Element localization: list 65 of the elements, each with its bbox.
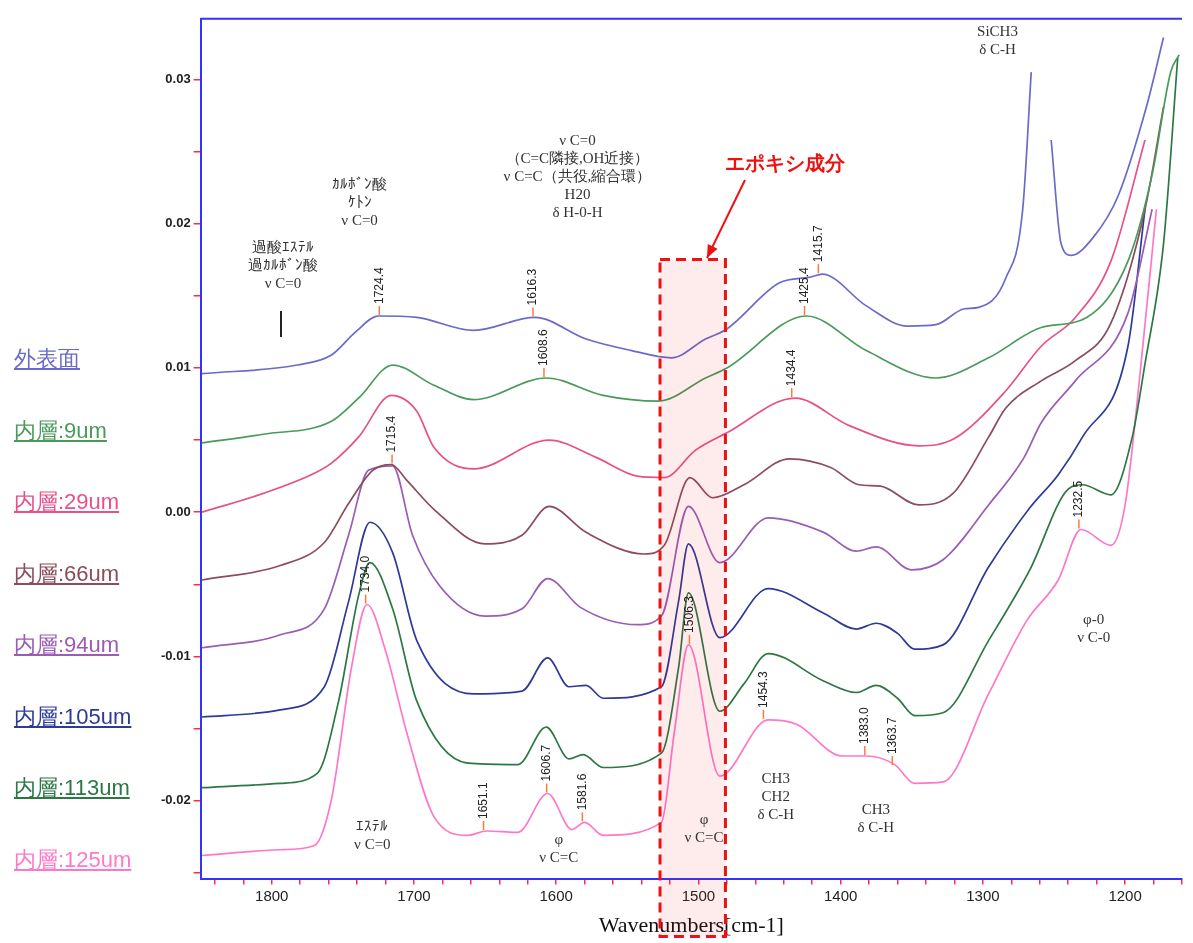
annotation: 1651.1 [475, 781, 490, 819]
y-tick-label: -0.01 [160, 648, 191, 664]
annotation: ν C=0 [264, 275, 302, 292]
annotation: （C=C隣接,OH近接） [505, 149, 650, 166]
x-tick-label: 1200 [1108, 886, 1142, 904]
annotation: δ C-H [757, 806, 795, 823]
text: 内層:125um [14, 845, 132, 874]
annotation: δ C-H [979, 41, 1016, 58]
annotation: 1232.5 [1071, 480, 1086, 518]
annotation: ν C=0 [354, 835, 391, 852]
annotation: 1383.0 [857, 706, 872, 744]
y-tick-label: 0.01 [165, 359, 191, 375]
annotation: 1363.7 [884, 717, 899, 755]
annotation: ν C=C [684, 828, 724, 845]
annotation: 1715.4 [384, 415, 399, 453]
annotation: φ [554, 830, 564, 847]
annotation: ｴｽﾃﾙ [356, 817, 389, 834]
x-tick-label: 1300 [966, 886, 1000, 904]
annotation: 過ｶﾙﾎﾞﾝ酸 [248, 257, 319, 274]
text: 内層:66um [14, 559, 120, 588]
annotation: φ-0 [1083, 611, 1105, 628]
text: 内層:29um [14, 488, 120, 516]
text: 内層:94um [14, 631, 120, 659]
annotation: ν C=0 [341, 212, 378, 229]
x-tick-label: 1400 [823, 886, 858, 904]
band-label: エポキシ成分 [725, 152, 847, 175]
annotation: ｶﾙﾎﾞﾝ酸 [332, 176, 388, 193]
text: 外表面 [14, 345, 80, 373]
annotation: ν C=C（共役,縮合環） [503, 167, 652, 184]
annotation: 1454.3 [755, 670, 770, 708]
x-axis-title: Wavenumbers[cm-1] [598, 911, 784, 937]
annotation: CH2 [761, 788, 790, 805]
y-tick-label: -0.02 [160, 792, 191, 808]
y-tick-label: 0.03 [165, 70, 191, 86]
text: 内層:9um [14, 416, 107, 445]
text: 内層:113um [14, 774, 130, 802]
annotation: ν C=C [539, 848, 579, 865]
annotation: 1581.6 [574, 773, 589, 811]
text: 内層:105um [14, 702, 132, 731]
x-tick-label: 1500 [681, 886, 716, 904]
x-tick-label: 1700 [397, 886, 431, 904]
annotation: H20 [564, 185, 591, 202]
annotation: 過酸ｴｽﾃﾙ [252, 239, 315, 256]
annotation: 1425.4 [796, 266, 811, 304]
annotation: ｹﾄﾝ [347, 194, 372, 211]
annotation: ν C=0 [559, 131, 596, 148]
x-tick-label: 1600 [539, 886, 573, 904]
annotation: 1606.7 [538, 744, 553, 782]
annotation: δ C-H [857, 818, 895, 835]
annotation: 1608.6 [536, 328, 551, 367]
annotation: 1724.4 [371, 266, 386, 304]
y-tick-label: 0.00 [165, 503, 191, 519]
annotation: φ [699, 810, 709, 827]
annotation: CH3 [861, 800, 890, 817]
annotation: 1616.3 [525, 268, 540, 306]
annotation: ν C-0 [1077, 629, 1111, 646]
annotation: 1734.0 [357, 555, 372, 593]
annotation: 1506.3 [681, 595, 696, 633]
x-tick-label: 1800 [255, 886, 289, 904]
annotation: δ H-0-H [552, 203, 603, 220]
annotation: SiCH3 [977, 23, 1018, 40]
annotation: 1434.4 [784, 349, 799, 387]
annotation: 1415.7 [810, 225, 825, 263]
y-tick-label: 0.02 [165, 215, 191, 231]
annotation: CH3 [761, 770, 790, 787]
